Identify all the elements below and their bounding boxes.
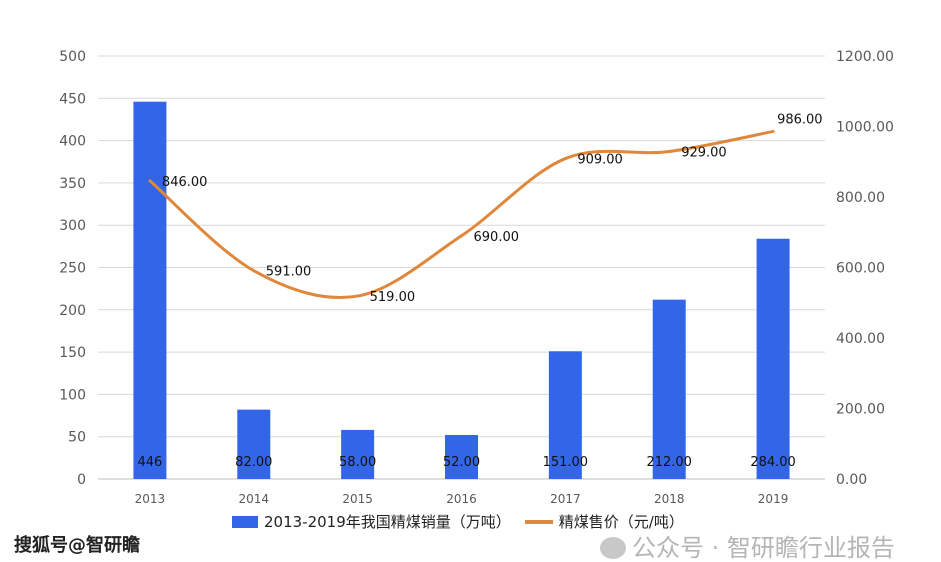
y2-tick-label: 400.00 [836, 331, 885, 347]
wechat-icon [600, 537, 626, 559]
bar-data-label: 58.00 [339, 455, 376, 470]
watermark-right: 公众号 · 智研瞻行业报告 [600, 534, 895, 562]
bar-data-label: 151.00 [543, 455, 589, 470]
line-data-label: 909.00 [577, 153, 623, 168]
y-tick-label: 500 [59, 49, 86, 65]
bar [445, 435, 478, 479]
bar-data-label: 446 [138, 455, 163, 470]
line-data-label: 591.00 [266, 265, 312, 280]
y-tick-label: 400 [59, 134, 86, 150]
line-data-label: 690.00 [474, 230, 520, 245]
watermark-left: 搜狐号@智研瞻 [14, 535, 140, 556]
legend-line-label: 精煤售价（元/吨） [558, 513, 684, 531]
y2-tick-label: 600.00 [836, 261, 885, 277]
y-tick-label: 50 [68, 430, 86, 446]
x-tick-label: 2015 [342, 492, 373, 506]
legend-bar-swatch [232, 516, 258, 528]
legend-bar-label: 2013-2019年我国精煤销量（万吨） [264, 513, 511, 531]
y-tick-label: 350 [59, 176, 86, 192]
y-tick-label: 150 [59, 345, 86, 361]
y-tick-label: 0 [77, 472, 86, 488]
x-tick-label: 2014 [239, 492, 270, 506]
watermark-right-text: 公众号 · 智研瞻行业报告 [632, 534, 895, 562]
y2-tick-label: 800.00 [836, 190, 885, 206]
x-tick-label: 2013 [135, 492, 166, 506]
y-tick-label: 100 [59, 387, 86, 403]
legend-line-swatch [524, 520, 553, 524]
y2-tick-label: 0.00 [836, 472, 867, 488]
bar [652, 299, 686, 479]
bar [341, 429, 375, 479]
bar [756, 238, 790, 479]
bar [237, 409, 271, 479]
bar-data-label: 52.00 [443, 455, 480, 470]
x-tick-label: 2016 [446, 492, 477, 506]
bar [548, 351, 582, 479]
line-data-label: 519.00 [370, 290, 416, 305]
bar-data-label: 212.00 [646, 455, 692, 470]
bar-data-label: 284.00 [750, 455, 796, 470]
y-tick-label: 450 [59, 91, 86, 107]
line-data-label: 986.00 [777, 112, 823, 127]
y2-tick-label: 1200.00 [836, 49, 894, 65]
y2-tick-label: 1000.00 [836, 120, 894, 136]
y-tick-label: 300 [59, 218, 86, 234]
bar-data-label: 82.00 [235, 455, 272, 470]
y2-tick-label: 200.00 [836, 402, 885, 418]
y-tick-label: 200 [59, 303, 86, 319]
legend: 2013-2019年我国精煤销量（万吨） 精煤售价（元/吨） [232, 513, 684, 531]
price-line [148, 129, 775, 300]
x-tick-label: 2019 [758, 492, 789, 506]
x-tick-label: 2018 [654, 492, 685, 506]
x-tick-label: 2017 [550, 492, 581, 506]
bar [133, 101, 167, 480]
y-tick-label: 250 [59, 261, 86, 277]
line-data-label: 929.00 [681, 146, 727, 161]
line-data-label: 846.00 [162, 175, 208, 190]
